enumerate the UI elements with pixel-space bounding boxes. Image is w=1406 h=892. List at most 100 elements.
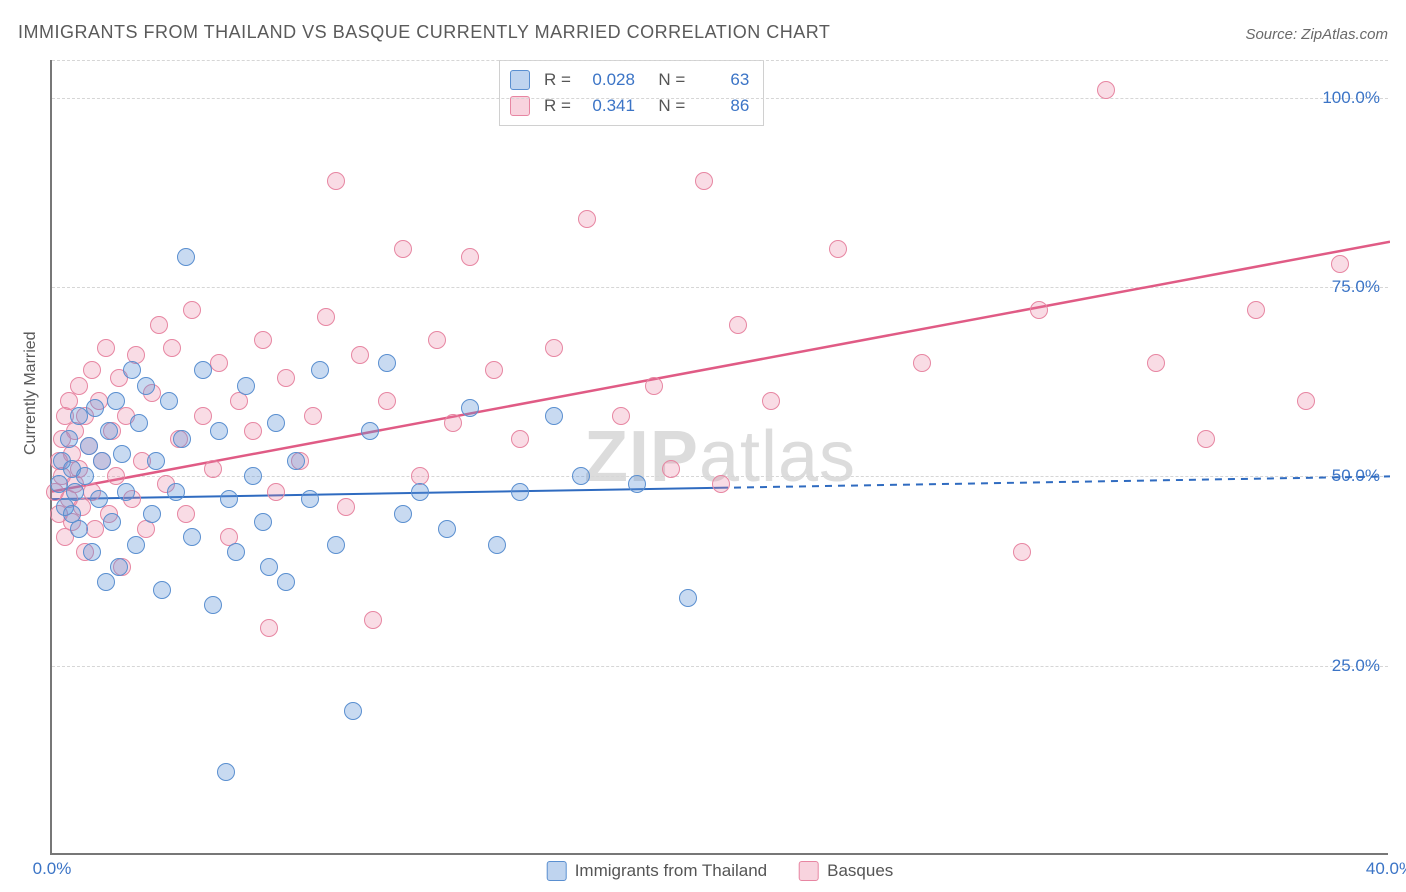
data-point (244, 422, 262, 440)
data-point (301, 490, 319, 508)
data-point (545, 407, 563, 425)
data-point (103, 513, 121, 531)
data-point (829, 240, 847, 258)
data-point (1097, 81, 1115, 99)
data-point (93, 452, 111, 470)
data-point (130, 414, 148, 432)
data-point (70, 520, 88, 538)
data-point (83, 543, 101, 561)
data-point (485, 361, 503, 379)
chart-title: IMMIGRANTS FROM THAILAND VS BASQUE CURRE… (18, 22, 830, 43)
data-point (97, 339, 115, 357)
data-point (194, 361, 212, 379)
data-point (80, 437, 98, 455)
data-point (511, 430, 529, 448)
data-point (913, 354, 931, 372)
data-point (394, 505, 412, 523)
data-point (311, 361, 329, 379)
data-point (394, 240, 412, 258)
data-point (90, 490, 108, 508)
data-point (572, 467, 590, 485)
data-point (444, 414, 462, 432)
data-point (70, 407, 88, 425)
data-point (267, 414, 285, 432)
data-point (167, 483, 185, 501)
x-tick-label: 40.0% (1366, 859, 1406, 879)
bottom-legend: Immigrants from Thailand Basques (547, 861, 894, 881)
scatter-plot-area: ZIPatlas R = 0.028 N = 63 R = 0.341 N = … (50, 60, 1388, 855)
swatch-pink-icon (799, 861, 819, 881)
data-point (361, 422, 379, 440)
data-point (220, 490, 238, 508)
legend-label-series1: Immigrants from Thailand (575, 861, 767, 881)
data-point (97, 573, 115, 591)
data-point (337, 498, 355, 516)
data-point (100, 422, 118, 440)
data-point (66, 483, 84, 501)
data-point (511, 483, 529, 501)
data-point (244, 467, 262, 485)
y-axis-label: Currently Married (22, 331, 40, 455)
data-point (428, 331, 446, 349)
data-point (86, 399, 104, 417)
data-point (1331, 255, 1349, 273)
data-point (662, 460, 680, 478)
data-point (254, 513, 272, 531)
swatch-blue-icon (547, 861, 567, 881)
data-point (327, 536, 345, 554)
data-point (86, 520, 104, 538)
data-point (461, 248, 479, 266)
data-point (1013, 543, 1031, 561)
data-point (628, 475, 646, 493)
data-point (488, 536, 506, 554)
data-point (60, 430, 78, 448)
data-point (267, 483, 285, 501)
data-point (327, 172, 345, 190)
data-point (645, 377, 663, 395)
data-point (177, 505, 195, 523)
data-point (344, 702, 362, 720)
data-point (217, 763, 235, 781)
trendline-dashed (721, 476, 1390, 487)
data-point (107, 392, 125, 410)
data-point (204, 460, 222, 478)
data-point (143, 505, 161, 523)
data-point (712, 475, 730, 493)
data-point (1247, 301, 1265, 319)
data-point (183, 528, 201, 546)
legend-item-series2: Basques (799, 861, 893, 881)
data-point (83, 361, 101, 379)
data-point (204, 596, 222, 614)
data-point (762, 392, 780, 410)
data-point (679, 589, 697, 607)
data-point (127, 536, 145, 554)
data-point (117, 483, 135, 501)
data-point (113, 445, 131, 463)
data-point (150, 316, 168, 334)
data-point (277, 369, 295, 387)
data-point (438, 520, 456, 538)
data-point (163, 339, 181, 357)
source-label: Source: ZipAtlas.com (1245, 26, 1388, 43)
data-point (545, 339, 563, 357)
trendline-solid (52, 488, 721, 499)
data-point (147, 452, 165, 470)
data-point (695, 172, 713, 190)
data-point (277, 573, 295, 591)
data-point (254, 331, 272, 349)
data-point (612, 407, 630, 425)
legend-label-series2: Basques (827, 861, 893, 881)
data-point (378, 354, 396, 372)
data-point (1030, 301, 1048, 319)
x-tick-label: 0.0% (33, 859, 72, 879)
data-point (260, 619, 278, 637)
data-point (110, 558, 128, 576)
data-point (304, 407, 322, 425)
data-point (287, 452, 305, 470)
data-point (227, 543, 245, 561)
data-point (137, 377, 155, 395)
data-point (351, 346, 369, 364)
data-point (210, 422, 228, 440)
data-point (317, 308, 335, 326)
data-point (123, 361, 141, 379)
